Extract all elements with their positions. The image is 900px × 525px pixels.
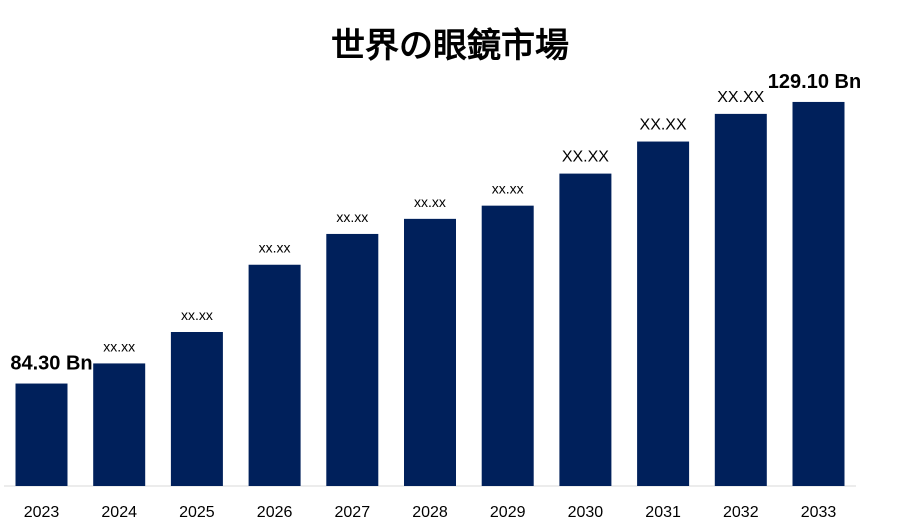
x-tick-label-2029: 2029 — [490, 504, 526, 521]
data-label-2029: xx.xx — [492, 181, 524, 197]
data-label-2031: XX.XX — [640, 117, 687, 134]
data-label-2025: xx.xx — [181, 307, 213, 323]
x-tick-label-2025: 2025 — [179, 504, 215, 521]
data-label-2032: XX.XX — [717, 89, 764, 106]
x-tick-label-2023: 2023 — [24, 504, 60, 521]
bar-2027 — [326, 233, 379, 486]
bar-2028 — [404, 218, 456, 486]
x-tick-label-2027: 2027 — [335, 504, 371, 521]
bar-2025 — [170, 332, 223, 486]
bar-2032 — [714, 113, 767, 486]
x-tick-label-2031: 2031 — [645, 504, 681, 521]
data-label-2028: xx.xx — [414, 194, 446, 210]
data-label-2024: xx.xx — [103, 338, 135, 354]
x-tick-label-2024: 2024 — [101, 504, 137, 521]
x-tick-label-2032: 2032 — [723, 504, 759, 521]
bar-2030 — [559, 173, 612, 486]
data-label-2033: 129.10 Bn — [768, 71, 861, 93]
x-tick-label-2030: 2030 — [568, 504, 604, 521]
bar-2024 — [93, 363, 146, 486]
data-label-2027: xx.xx — [336, 209, 368, 225]
x-tick-label-2028: 2028 — [412, 504, 448, 521]
x-tick-label-2026: 2026 — [257, 504, 293, 521]
chart-title: 世界の眼鏡市場 — [331, 26, 569, 66]
bar-2033 — [792, 101, 845, 486]
x-tick-label-2033: 2033 — [801, 504, 837, 521]
data-label-2026: xx.xx — [259, 240, 291, 256]
bar-2029 — [481, 205, 534, 486]
bar-2026 — [248, 264, 301, 486]
data-label-2030: XX.XX — [562, 149, 609, 166]
data-label-2023: 84.30 Bn — [10, 353, 92, 375]
bar-2031 — [637, 141, 690, 487]
bar-2023 — [15, 383, 68, 486]
